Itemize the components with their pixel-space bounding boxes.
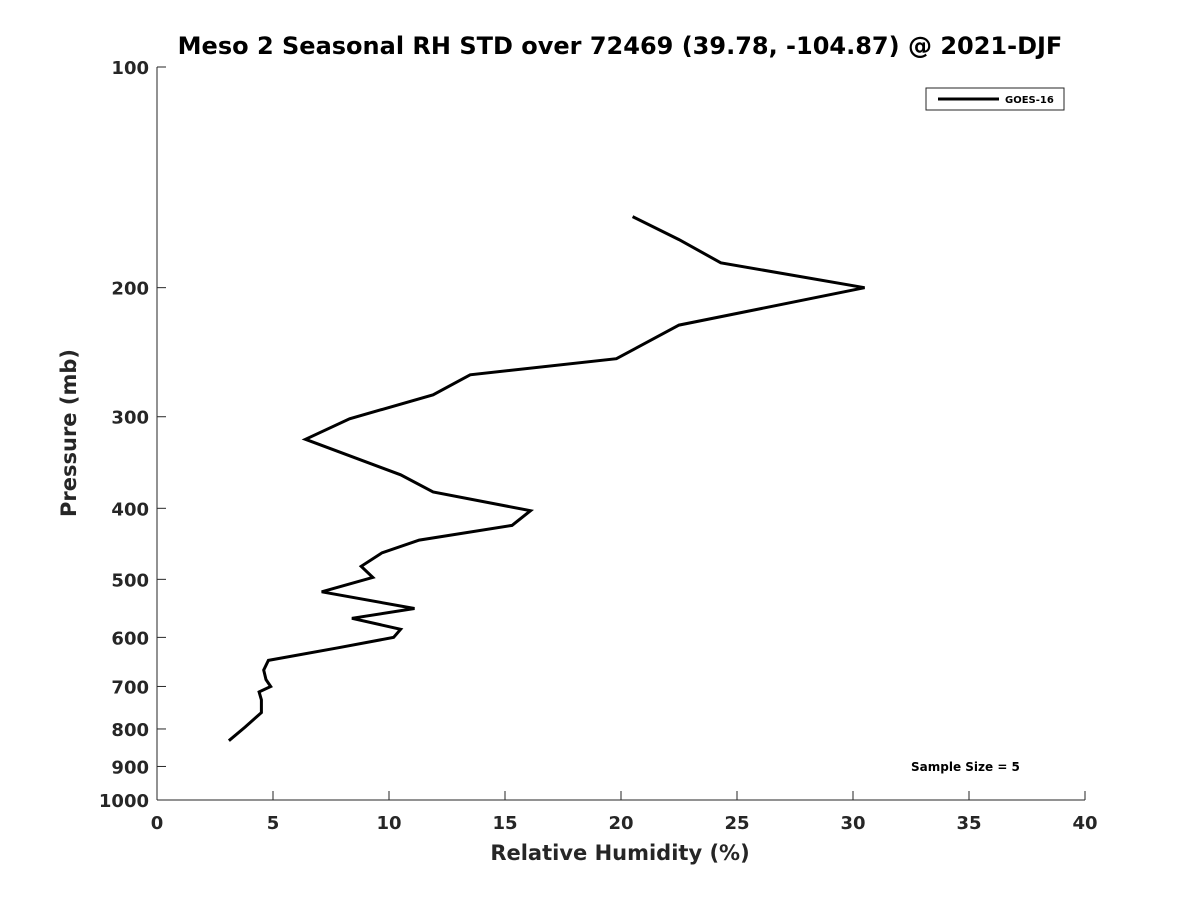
x-tick-label: 5	[267, 813, 280, 834]
sample-size-annotation: Sample Size = 5	[911, 760, 1020, 774]
y-tick-label: 800	[111, 720, 149, 741]
plot-area	[227, 215, 865, 742]
x-tick-label: 35	[956, 813, 981, 834]
x-ticks: 0 5 10 15 20 25 30 35 40	[151, 791, 1098, 834]
legend-label-goes-16: GOES-16	[1005, 95, 1054, 106]
x-tick-label: 25	[724, 813, 749, 834]
x-tick-label: 10	[376, 813, 401, 834]
y-tick-label: 1000	[99, 791, 149, 812]
y-tick-label: 700	[111, 677, 149, 698]
y-tick-label: 200	[111, 279, 149, 300]
y-ticks: 100 200 300 400 500 600 700 800 900 1000	[99, 58, 166, 812]
y-tick-label: 300	[111, 408, 149, 429]
y-tick-label: 100	[111, 58, 149, 79]
y-tick-label: 900	[111, 757, 149, 778]
series-line-goes-16	[227, 215, 865, 742]
x-tick-label: 20	[608, 813, 633, 834]
x-tick-label: 15	[492, 813, 517, 834]
x-tick-label: 40	[1072, 813, 1097, 834]
x-tick-label: 30	[840, 813, 865, 834]
legend: GOES-16	[925, 87, 1065, 111]
x-axis-label: Relative Humidity (%)	[490, 841, 749, 865]
y-axis-label: Pressure (mb)	[57, 349, 81, 517]
y-tick-label: 500	[111, 570, 149, 591]
x-tick-label: 0	[151, 813, 164, 834]
y-tick-label: 600	[111, 628, 149, 649]
chart-title: Meso 2 Seasonal RH STD over 72469 (39.78…	[178, 32, 1063, 60]
y-tick-label: 400	[111, 499, 149, 520]
